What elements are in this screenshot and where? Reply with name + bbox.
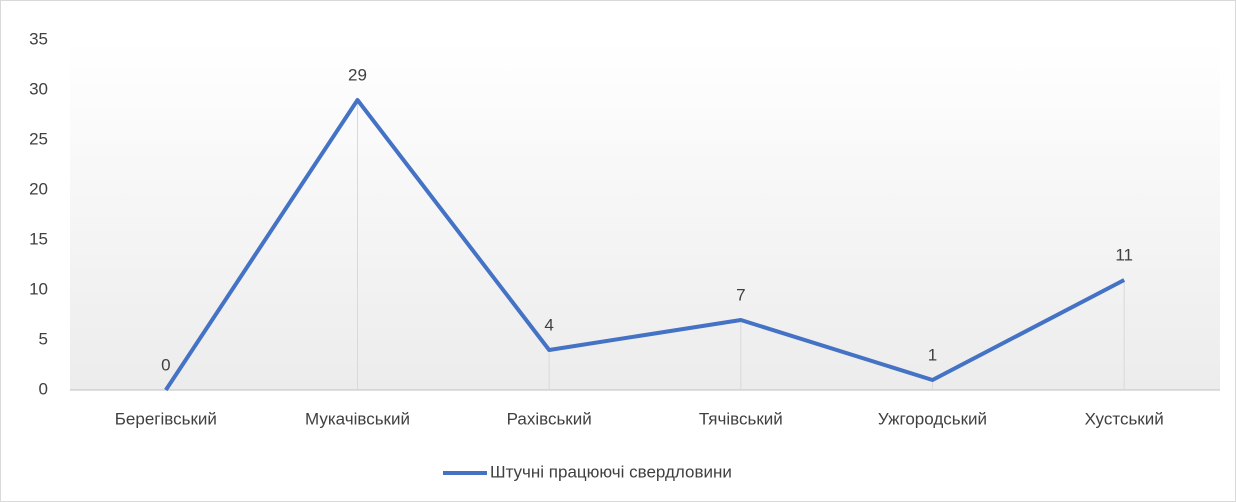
- data-label: 11: [1115, 245, 1133, 264]
- data-label: 1: [928, 345, 937, 364]
- y-tick-label: 35: [29, 29, 48, 48]
- x-tick-label: Мукачівський: [305, 409, 410, 428]
- x-tick-label: Тячівський: [699, 409, 783, 428]
- y-tick-label: 25: [29, 129, 48, 148]
- plot-area: [70, 40, 1220, 390]
- data-label: 7: [736, 285, 745, 304]
- y-tick-label: 20: [29, 179, 48, 198]
- y-tick-label: 30: [29, 79, 48, 98]
- legend-label: Штучні працюючі свердловини: [490, 462, 732, 481]
- data-label: 0: [161, 355, 170, 374]
- y-tick-label: 15: [29, 229, 48, 248]
- data-label: 29: [348, 65, 367, 84]
- x-tick-label: Хустський: [1085, 409, 1164, 428]
- x-tick-label: Берегівський: [115, 409, 217, 428]
- x-tick-label: Ужгородський: [878, 409, 987, 428]
- data-label: 4: [544, 315, 553, 334]
- series-line: [164, 98, 1126, 392]
- y-tick-label: 5: [39, 329, 48, 348]
- x-tick-label: Рахівський: [507, 409, 592, 428]
- y-tick-label: 10: [29, 279, 48, 298]
- y-tick-label: 0: [39, 379, 48, 398]
